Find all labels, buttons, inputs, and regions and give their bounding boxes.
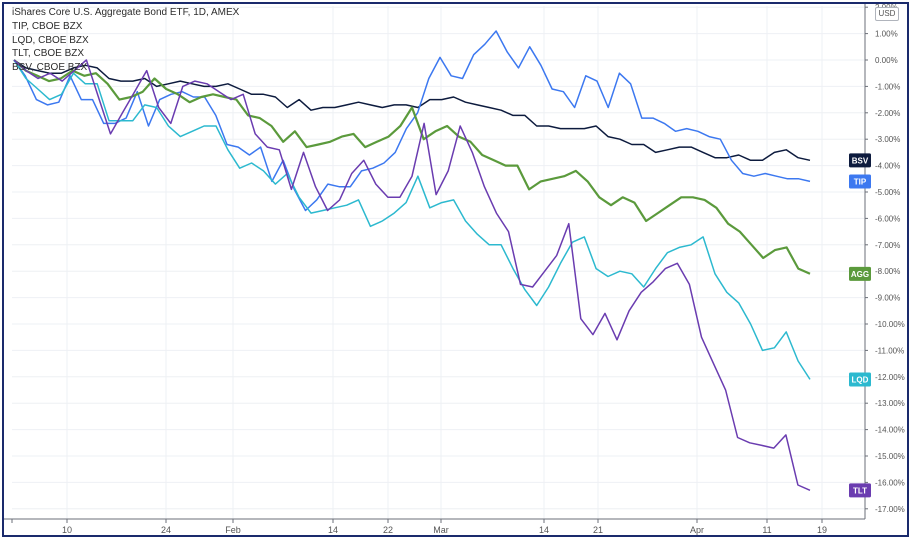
series-line-agg (13, 59, 811, 275)
series-line-bsv (13, 59, 811, 162)
x-tick-label: Feb (225, 525, 241, 535)
end-label-text: BSV (852, 156, 869, 165)
y-tick-label: -10.00% (875, 320, 905, 329)
series-lines (13, 30, 811, 491)
y-tick-label: -3.00% (875, 135, 900, 144)
y-tick-label: -2.00% (875, 109, 900, 118)
y-tick-label: -17.00% (875, 505, 905, 514)
end-label-text: LQD (852, 375, 869, 384)
x-tick-label: Mar (433, 525, 449, 535)
y-tick-label: -7.00% (875, 241, 900, 250)
y-tick-label: -9.00% (875, 294, 900, 303)
currency-badge[interactable]: USD (875, 7, 899, 21)
series-line-tlt (13, 59, 811, 491)
y-tick-label: -1.00% (875, 82, 900, 91)
end-label-text: TIP (854, 177, 867, 186)
y-tick-label: -5.00% (875, 188, 900, 197)
y-tick-label: -14.00% (875, 426, 905, 435)
y-tick-label: -11.00% (875, 346, 904, 355)
end-label-box (849, 266, 871, 281)
legend: iShares Core U.S. Aggregate Bond ETF, 1D… (12, 6, 239, 75)
y-tick-label: 0.00% (875, 56, 898, 65)
y-tick-label: -8.00% (875, 267, 900, 276)
legend-item-bsv: BSV, CBOE BZX (12, 62, 88, 74)
x-tick-label: 19 (817, 525, 827, 535)
legend-item-lqd: LQD, CBOE BZX (12, 34, 89, 46)
chart-canvas: 2.00%1.00%0.00%-1.00%-2.00%-3.00%-4.00%-… (4, 4, 905, 535)
y-tick-label: -6.00% (875, 214, 900, 223)
y-tick-label: -12.00% (875, 373, 905, 382)
x-tick-label: Apr (690, 525, 704, 535)
x-tick-label: 14 (539, 525, 549, 535)
legend-item-tip: TIP, CBOE BZX (12, 20, 83, 32)
end-label-box (849, 153, 871, 168)
end-label-text: TLT (853, 486, 867, 495)
end-label-text: AGG (851, 270, 869, 279)
legend-item-tlt: TLT, CBOE BZX (12, 48, 85, 60)
series-end-labels: BSV TIP AGG LQD TLT (849, 153, 871, 498)
x-tick-label: 24 (161, 525, 171, 535)
end-label-tlt: TLT (849, 483, 871, 498)
x-tick-label: 21 (593, 525, 603, 535)
x-axis-labels: 10 24 Feb 14 22 Mar 14 21 Apr 11 19 (11, 519, 827, 535)
end-label-tip: TIP (849, 174, 871, 189)
end-label-box (849, 372, 871, 387)
x-tick-label: 10 (62, 525, 72, 535)
grid (12, 6, 864, 519)
x-tick-label: 22 (383, 525, 393, 535)
y-tick-label: -13.00% (875, 399, 905, 408)
series-line-tip (13, 30, 811, 212)
y-axis-labels: 2.00%1.00%0.00%-1.00%-2.00%-3.00%-4.00%-… (865, 4, 905, 514)
y-tick-label: -4.00% (875, 162, 900, 171)
chart-frame: 2.00%1.00%0.00%-1.00%-2.00%-3.00%-4.00%-… (2, 2, 909, 537)
y-tick-label: -15.00% (875, 452, 905, 461)
x-tick-label: 11 (762, 525, 771, 535)
end-label-box (849, 483, 871, 498)
end-label-bsv: BSV (849, 153, 871, 168)
end-label-lqd: LQD (849, 372, 871, 387)
legend-title: iShares Core U.S. Aggregate Bond ETF, 1D… (12, 7, 240, 18)
y-tick-label: 1.00% (875, 30, 898, 39)
x-tick-label: 14 (328, 525, 338, 535)
series-line-lqd (13, 59, 811, 380)
end-label-box (849, 174, 871, 189)
end-label-agg: AGG (849, 266, 871, 281)
y-tick-label: -16.00% (875, 478, 905, 487)
